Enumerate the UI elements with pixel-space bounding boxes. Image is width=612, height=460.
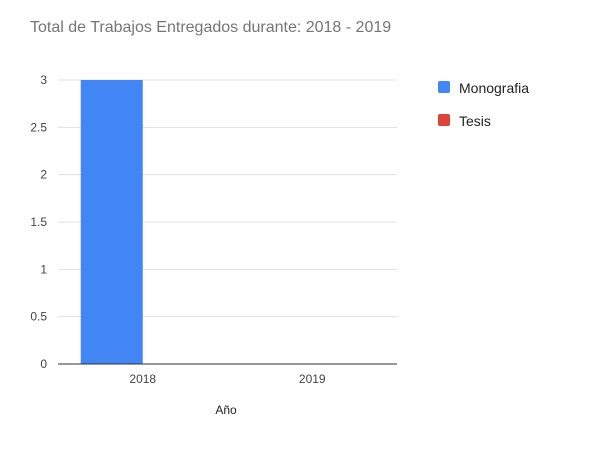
y-tick-label: 2.5 (30, 120, 47, 134)
y-tick-label: 2 (40, 168, 47, 182)
bar-monografia-2018 (80, 80, 143, 364)
y-tick-label: 0 (40, 357, 47, 371)
chart-title: Total de Trabajos Entregados durante: 20… (30, 19, 391, 36)
legend-swatch-tesis[interactable] (438, 114, 450, 126)
y-tick-label: 1 (40, 262, 47, 276)
x-tick-label: 2018 (129, 372, 156, 386)
legend-label-tesis[interactable]: Tesis (459, 113, 491, 129)
x-axis-label: Año (215, 403, 237, 417)
y-tick-label: 0.5 (30, 310, 47, 324)
legend[interactable]: Monografia Tesis (438, 80, 529, 129)
y-axis-ticks: 0 0.5 1 1.5 2 2.5 3 (30, 73, 47, 371)
x-tick-label: 2019 (299, 372, 326, 386)
legend-label-monografia[interactable]: Monografia (459, 80, 529, 96)
x-axis-ticks: 2018 2019 (129, 372, 326, 386)
bars (80, 80, 143, 364)
y-tick-label: 3 (40, 73, 47, 87)
legend-swatch-monografia[interactable] (438, 81, 450, 93)
y-tick-label: 1.5 (30, 215, 47, 229)
